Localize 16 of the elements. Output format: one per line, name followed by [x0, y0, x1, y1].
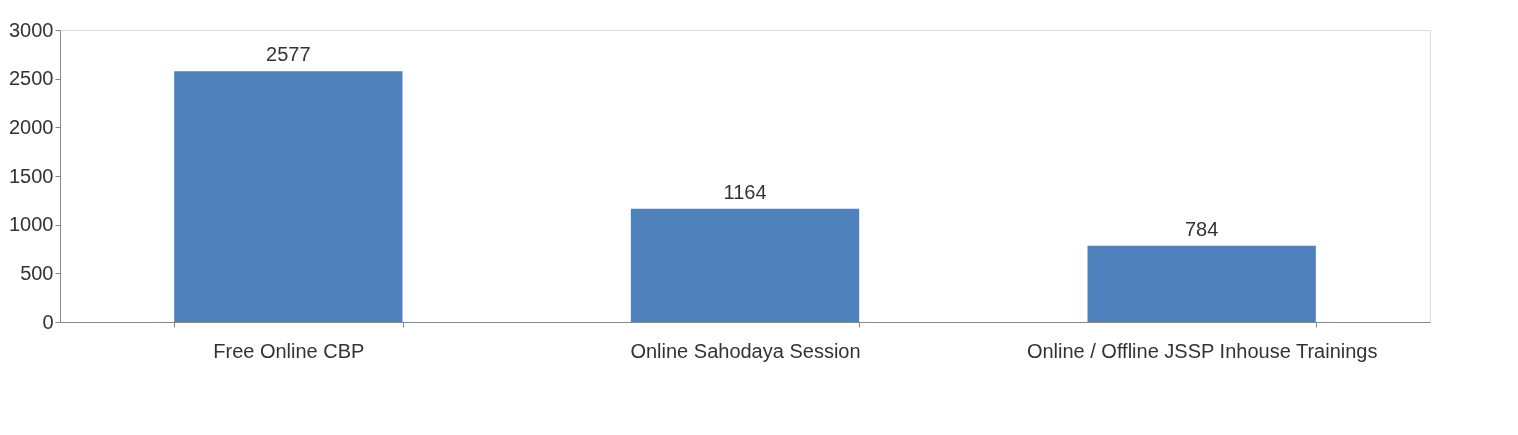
x-tick-label: Free Online CBP [213, 339, 365, 362]
x-tick-label: Online / Offline JSSP Inhouse Trainings [1026, 339, 1378, 362]
data-label: 784 [1184, 217, 1219, 240]
y-tick-label: 0 [42, 310, 54, 333]
y-tick-label: 500 [20, 261, 54, 284]
x-tick-label: Online Sahodaya Session [630, 339, 861, 362]
y-tick-label: 1000 [9, 213, 54, 236]
y-tick-label: 2000 [9, 115, 54, 138]
bar [1087, 245, 1316, 322]
y-tick-label: 3000 [9, 18, 54, 41]
bar [174, 71, 403, 322]
y-tick-label: 1500 [9, 164, 54, 187]
y-tick-label: 2500 [9, 67, 54, 90]
data-label: 1164 [723, 180, 767, 203]
bar [630, 208, 860, 322]
data-label: 2577 [266, 43, 311, 66]
